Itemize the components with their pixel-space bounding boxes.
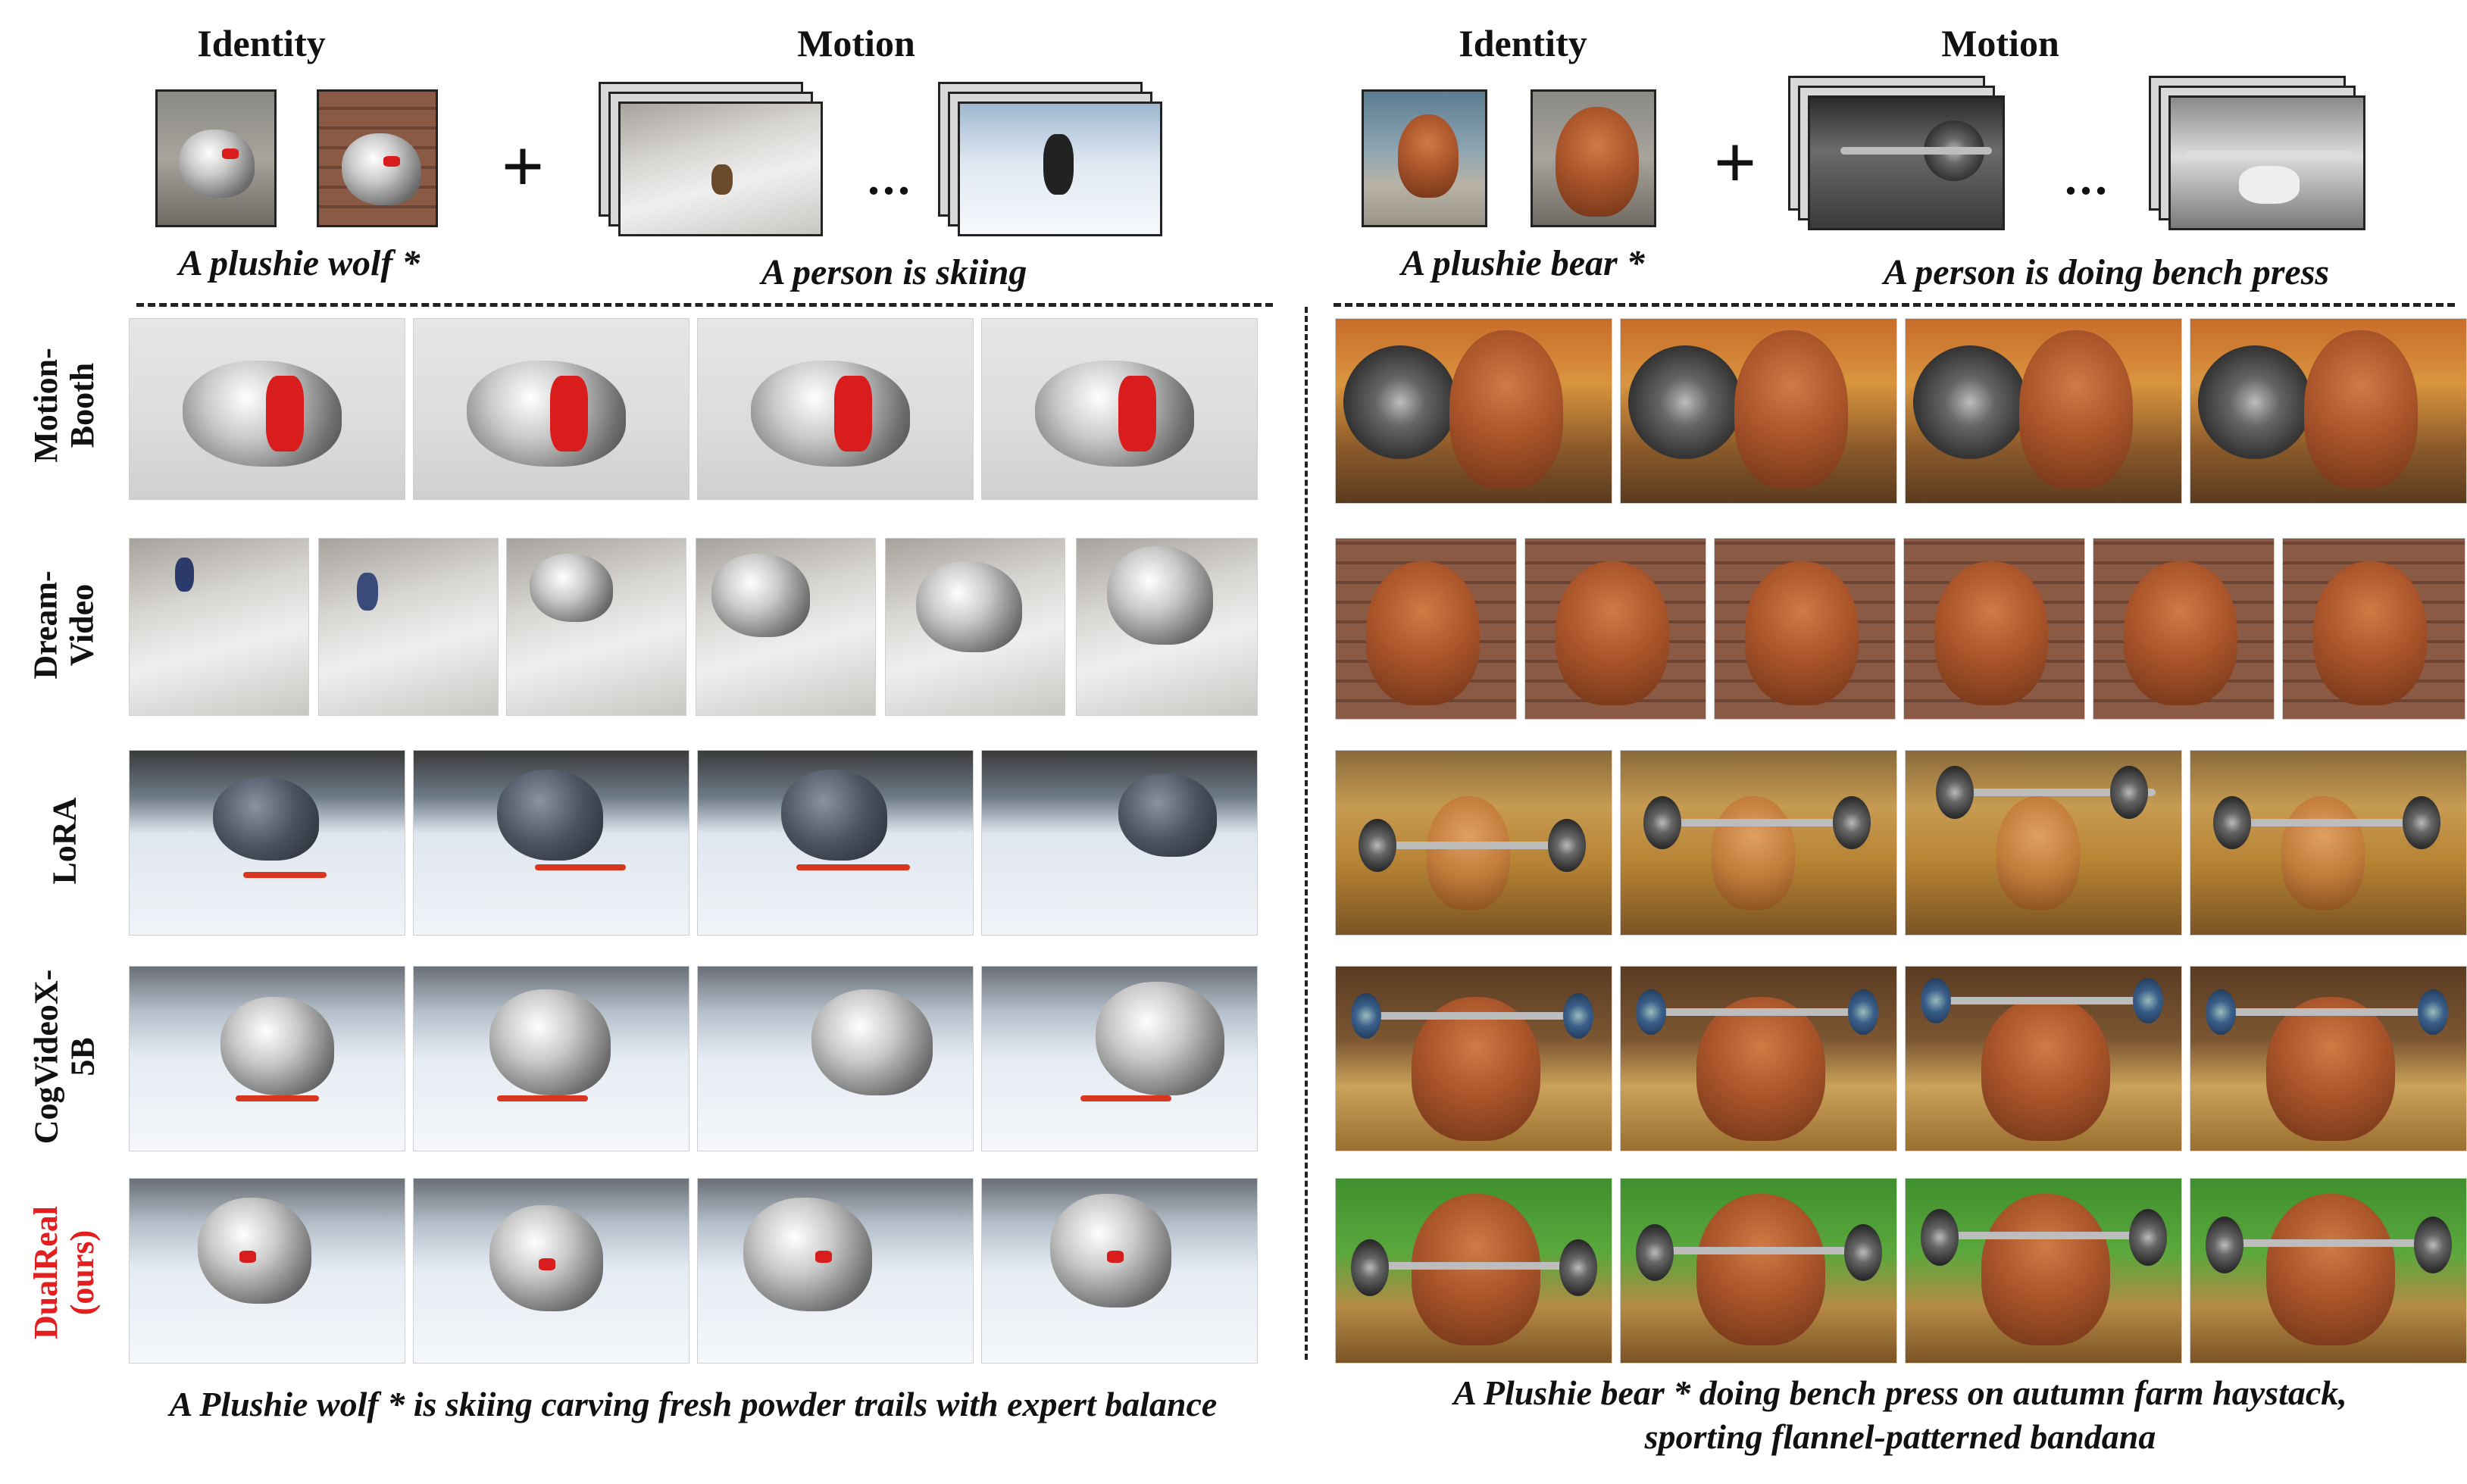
left-dreamvideo-frame-1 [129,538,309,716]
left-dualreal-frame-2 [413,1178,689,1364]
right-bottom-caption: A Plushie bear * doing bench press on au… [1334,1371,2467,1459]
left-motion-label: Motion [797,22,915,64]
left-lora-frame-3 [697,750,974,936]
right-plus-sign: + [1713,120,1757,205]
row-label-dreamvideo: Dream- Video [27,570,101,680]
left-motionbooth-frame-2 [413,318,689,500]
right-motionbooth-frame-3 [1905,318,2182,504]
left-motionbooth-frame-4 [981,318,1258,500]
left-lora-frame-2 [413,750,689,936]
center-vertical-divider [1305,307,1308,1360]
row-label-lora: LoRA [45,797,83,885]
left-plus-sign: + [501,124,545,208]
row-label-dualreal: DualReal (ours) [27,1206,101,1339]
right-cogvideox-frame-1 [1335,966,1612,1151]
right-lora-frame-1 [1335,750,1612,936]
right-header-divider [1334,303,2455,307]
right-identity-caption: A plushie bear * [1401,243,1645,283]
left-lora-frame-1 [129,750,405,936]
left-motionbooth-frame-3 [697,318,974,500]
right-dreamvideo-frame-4 [1903,538,2085,720]
left-motion-image-1 [618,102,823,236]
left-identity-image-1 [155,89,277,227]
left-identity-label: Identity [197,22,326,64]
left-cogvideox-frame-4 [981,966,1258,1151]
row-label-motionbooth: Motion- Booth [27,348,101,463]
right-dreamvideo-frame-6 [2282,538,2465,720]
right-dualreal-frame-4 [2190,1178,2467,1364]
left-dualreal-frame-1 [129,1178,405,1364]
left-dreamvideo-frame-6 [1076,538,1258,716]
left-dreamvideo-frame-2 [318,538,499,716]
right-cogvideox-frame-2 [1620,966,1897,1151]
right-dreamvideo-frame-5 [2093,538,2275,720]
right-bottom-caption-line-2: sporting flannel-patterned bandana [1644,1417,2156,1456]
left-motionbooth-frame-1 [129,318,405,500]
right-identity-label: Identity [1459,22,1587,64]
left-dreamvideo-frame-3 [506,538,686,716]
left-bottom-caption: A Plushie wolf * is skiing carving fresh… [169,1385,1218,1423]
left-header-divider [136,303,1273,307]
left-identity-image-2 [317,89,438,227]
right-motion-label: Motion [1941,22,2059,64]
left-dualreal-frame-4 [981,1178,1258,1364]
row-label-cogvideox: CogVideoX- 5B [27,969,102,1145]
right-dreamvideo-frame-1 [1335,538,1517,720]
right-lora-frame-2 [1620,750,1897,936]
left-motion-caption: A person is skiing [761,252,1027,292]
right-lora-frame-3 [1905,750,2182,936]
right-motion-image-2 [2168,95,2365,230]
left-dualreal-frame-3 [697,1178,974,1364]
right-dreamvideo-frame-2 [1524,538,1706,720]
right-dreamvideo-frame-3 [1714,538,1896,720]
right-bottom-caption-line-1: A Plushie bear * doing bench press on au… [1453,1373,2347,1412]
right-motion-caption: A person is doing bench press [1883,252,2330,292]
right-motionbooth-frame-1 [1335,318,1612,504]
left-cogvideox-frame-2 [413,966,689,1151]
right-lora-frame-4 [2190,750,2467,936]
left-dreamvideo-frame-4 [696,538,876,716]
left-identity-caption: A plushie wolf * [178,243,421,283]
left-motion-image-2 [958,102,1162,236]
right-identity-image-1 [1362,89,1487,227]
right-identity-image-2 [1531,89,1656,227]
right-motionbooth-frame-4 [2190,318,2467,504]
left-cogvideox-frame-3 [697,966,974,1151]
right-dualreal-frame-3 [1905,1178,2182,1364]
right-dualreal-frame-1 [1335,1178,1612,1364]
left-ellipsis: ... [868,151,913,205]
right-dualreal-frame-2 [1620,1178,1897,1364]
right-ellipsis: ... [2065,151,2110,205]
left-lora-frame-4 [981,750,1258,936]
right-cogvideox-frame-3 [1905,966,2182,1151]
right-motion-image-1 [1808,95,2005,230]
right-motionbooth-frame-2 [1620,318,1897,504]
left-dreamvideo-frame-5 [885,538,1065,716]
right-cogvideox-frame-4 [2190,966,2467,1151]
left-cogvideox-frame-1 [129,966,405,1151]
